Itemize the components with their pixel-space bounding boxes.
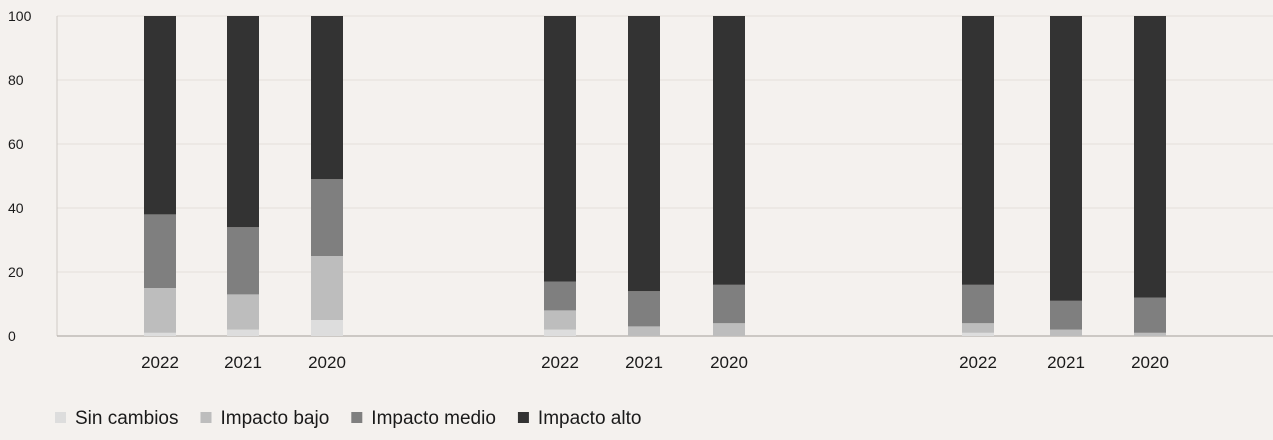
x-tick-label: 2022 <box>959 353 997 372</box>
bar-segment-impacto-medio <box>1050 300 1082 330</box>
x-tick-label: 2022 <box>541 353 579 372</box>
bar-segment-impacto-alto <box>713 16 745 285</box>
x-tick-label: 2022 <box>141 353 179 372</box>
x-tick-label: 2020 <box>1131 353 1169 372</box>
bar-segment-impacto-bajo <box>544 310 576 330</box>
bar-segment-impacto-medio <box>962 284 994 324</box>
y-tick-label: 60 <box>8 136 24 152</box>
legend-swatch <box>200 412 212 423</box>
bar-segment-sin-cambios <box>544 329 576 336</box>
bar-segment-impacto-bajo <box>311 256 343 320</box>
y-tick-label: 20 <box>8 264 24 280</box>
x-tick-label: 2020 <box>710 353 748 372</box>
legend-label: Impacto alto <box>538 408 642 429</box>
bar-segment-sin-cambios <box>962 332 994 336</box>
bar-segment-impacto-medio <box>144 214 176 288</box>
x-tick-label: 2021 <box>625 353 663 372</box>
bar-segment-impacto-medio <box>311 179 343 256</box>
bar-segment-sin-cambios <box>144 332 176 336</box>
bar-segment-impacto-alto <box>1050 16 1082 301</box>
y-tick-label: 40 <box>8 200 24 216</box>
y-tick-label: 0 <box>8 328 16 344</box>
legend-swatch <box>517 412 529 423</box>
bar-segment-impacto-medio <box>227 227 259 295</box>
bar-segment-impacto-bajo <box>1050 329 1082 336</box>
bar-segment-impacto-medio <box>628 291 660 327</box>
bar-segment-impacto-alto <box>144 16 176 215</box>
bar-segment-impacto-bajo <box>713 323 745 336</box>
bar-segment-impacto-medio <box>1134 297 1166 333</box>
x-tick-label: 2021 <box>224 353 262 372</box>
legend-swatch <box>351 412 363 423</box>
bar-segment-impacto-alto <box>962 16 994 285</box>
bar-segment-impacto-bajo <box>144 288 176 333</box>
bar-segment-impacto-bajo <box>227 294 259 330</box>
legend-label: Impacto medio <box>371 408 496 429</box>
legend-label: Impacto bajo <box>221 408 330 429</box>
bar-segment-sin-cambios <box>227 329 259 336</box>
bar-segment-impacto-alto <box>227 16 259 228</box>
x-tick-label: 2021 <box>1047 353 1085 372</box>
bar-segment-impacto-bajo <box>962 323 994 333</box>
bar-segment-impacto-alto <box>1134 16 1166 298</box>
bar-segment-impacto-alto <box>311 16 343 180</box>
bar-segment-impacto-bajo <box>628 326 660 336</box>
bar-segment-impacto-medio <box>544 281 576 311</box>
bar-segment-impacto-alto <box>628 16 660 292</box>
bar-segment-impacto-alto <box>544 16 576 282</box>
bar-segment-sin-cambios <box>311 320 343 336</box>
legend-label: Sin cambios <box>75 408 179 429</box>
y-tick-label: 80 <box>8 72 24 88</box>
bar-segment-impacto-medio <box>713 284 745 324</box>
legend-swatch <box>55 412 66 423</box>
bar-segment-impacto-bajo <box>1134 332 1166 336</box>
x-tick-label: 2020 <box>308 353 346 372</box>
y-tick-label: 100 <box>8 8 32 24</box>
